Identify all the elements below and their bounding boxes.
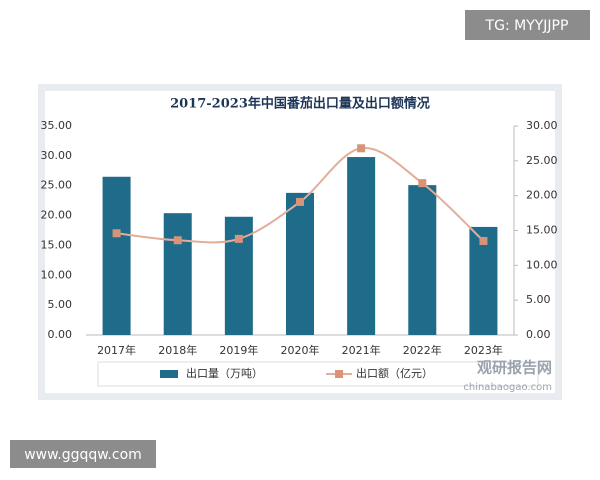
x-tick-label: 2023年 (464, 343, 503, 357)
overlay-box (465, 10, 590, 40)
line-marker (357, 144, 366, 153)
legend-label: 出口额（亿元） (356, 366, 433, 380)
legend-box (97, 361, 539, 387)
source-url: chinabaogao.com (463, 382, 552, 393)
y2-tick-label: 0.00 (526, 328, 551, 341)
bar (347, 157, 376, 335)
line-marker (296, 197, 304, 206)
y-tick-label: 10.00 (41, 268, 73, 281)
legend-swatch (335, 370, 343, 378)
x-tick-label: 2018年 (158, 343, 197, 357)
x-tick-label: 2022年 (403, 343, 442, 357)
overlay-text: TG: MYYJJPP (485, 18, 569, 34)
y-tick-label: 30.00 (41, 149, 73, 162)
x-tick-label: 2019年 (219, 343, 258, 357)
y2-tick-label: 5.00 (526, 293, 551, 306)
y2-tick-label: 25.00 (526, 154, 558, 167)
y-tick-label: 15.00 (41, 238, 73, 251)
y2-tick-label: 10.00 (526, 258, 558, 271)
line-marker (234, 234, 243, 243)
y2-tick-label: 30.00 (526, 119, 558, 132)
y-tick-label: 0.00 (48, 328, 73, 341)
overlay-box (10, 440, 156, 468)
source-logo: 观研报告网 (477, 359, 552, 377)
legend-swatch (160, 370, 178, 378)
line-marker (418, 179, 427, 188)
legend-label: 出口量（万吨） (186, 366, 263, 380)
x-tick-label: 2020年 (281, 343, 320, 357)
overlay-text: www.ggqqw.com (24, 447, 142, 463)
y-tick-label: 5.00 (48, 298, 73, 311)
x-tick-label: 2021年 (342, 343, 381, 357)
line-marker (112, 229, 121, 238)
y-tick-label: 25.00 (41, 179, 73, 192)
x-tick-label: 2017年 (97, 343, 136, 357)
chart-title: 2017-2023年中国番茄出口量及出口额情况 (170, 96, 430, 112)
y2-tick-label: 15.00 (526, 224, 558, 237)
bar (408, 185, 437, 335)
y-tick-label: 35.00 (41, 119, 73, 132)
line-marker (173, 236, 182, 245)
bar (102, 176, 131, 335)
bar (286, 192, 314, 335)
y-tick-label: 20.00 (41, 209, 73, 222)
bar (163, 213, 192, 335)
y2-tick-label: 20.00 (526, 189, 558, 202)
line-marker (479, 236, 488, 245)
